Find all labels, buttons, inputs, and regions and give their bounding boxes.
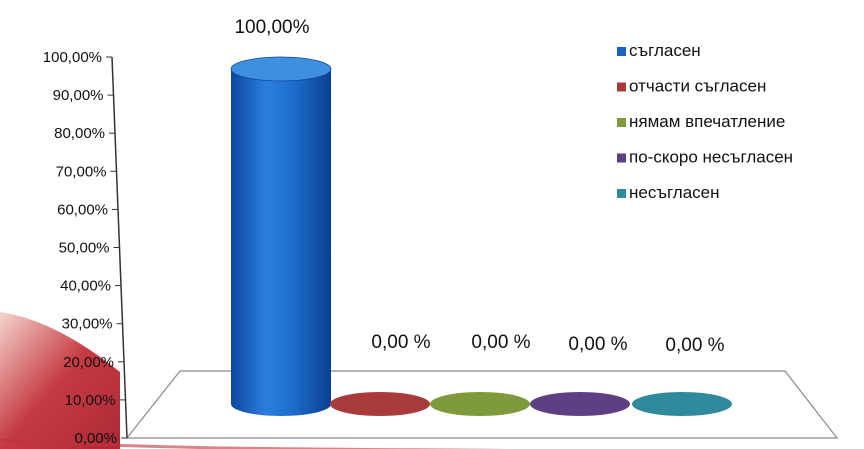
y-ticks: 0,00% 10,00% 20,00% 30,00% 40,00% 50,00% 60,00… [43, 49, 127, 447]
bar-top-1 [230, 56, 332, 82]
legend-swatch-2 [617, 82, 626, 92]
y-tick-label: 90,00% [53, 87, 104, 104]
bar-4 [530, 392, 630, 416]
y-tick-label: 100,00% [43, 49, 102, 66]
legend-swatch-5 [617, 189, 626, 198]
bar-2 [330, 392, 430, 416]
data-labels: 100,00% 0,00 % 0,00 % 0,00 % 0,00 % [234, 17, 724, 356]
y-tick-label: 60,00% [57, 201, 108, 218]
y-tick-label: 40,00% [60, 278, 111, 295]
data-label-4: 0,00 % [568, 334, 627, 355]
legend-swatch-3 [617, 118, 626, 127]
bars [230, 56, 732, 416]
y-tick-label: 30,00% [62, 316, 113, 333]
data-label-2: 0,00 % [371, 332, 430, 353]
legend-label-2: отчасти съгласен [629, 77, 766, 96]
bar-3 [430, 392, 530, 416]
bar-1 [231, 69, 331, 416]
y-tick-label: 20,00% [63, 354, 114, 371]
y-tick-label: 0,00% [74, 430, 117, 447]
y-tick-label: 50,00% [59, 240, 110, 257]
legend-label-5: несъгласен [629, 183, 720, 202]
y-tick-label: 80,00% [54, 125, 105, 142]
bar-5 [632, 392, 732, 416]
legend-label-1: съгласен [629, 41, 701, 60]
decorative-swoosh [0, 312, 120, 449]
data-label-1: 100,00% [234, 17, 309, 38]
legend-swatch-1 [617, 47, 626, 56]
legend: съгласен отчасти съгласен нямам впечатлени… [617, 41, 793, 202]
legend-label-4: по-скоро несъгласен [629, 148, 793, 167]
y-tick-label: 70,00% [56, 163, 107, 180]
data-label-5: 0,00 % [665, 335, 724, 356]
legend-swatch-4 [617, 153, 626, 163]
data-label-3: 0,00 % [471, 332, 530, 353]
y-tick-label: 10,00% [65, 392, 116, 409]
legend-label-3: нямам впечатление [629, 112, 785, 131]
decorative-swoosh-line [0, 438, 517, 449]
